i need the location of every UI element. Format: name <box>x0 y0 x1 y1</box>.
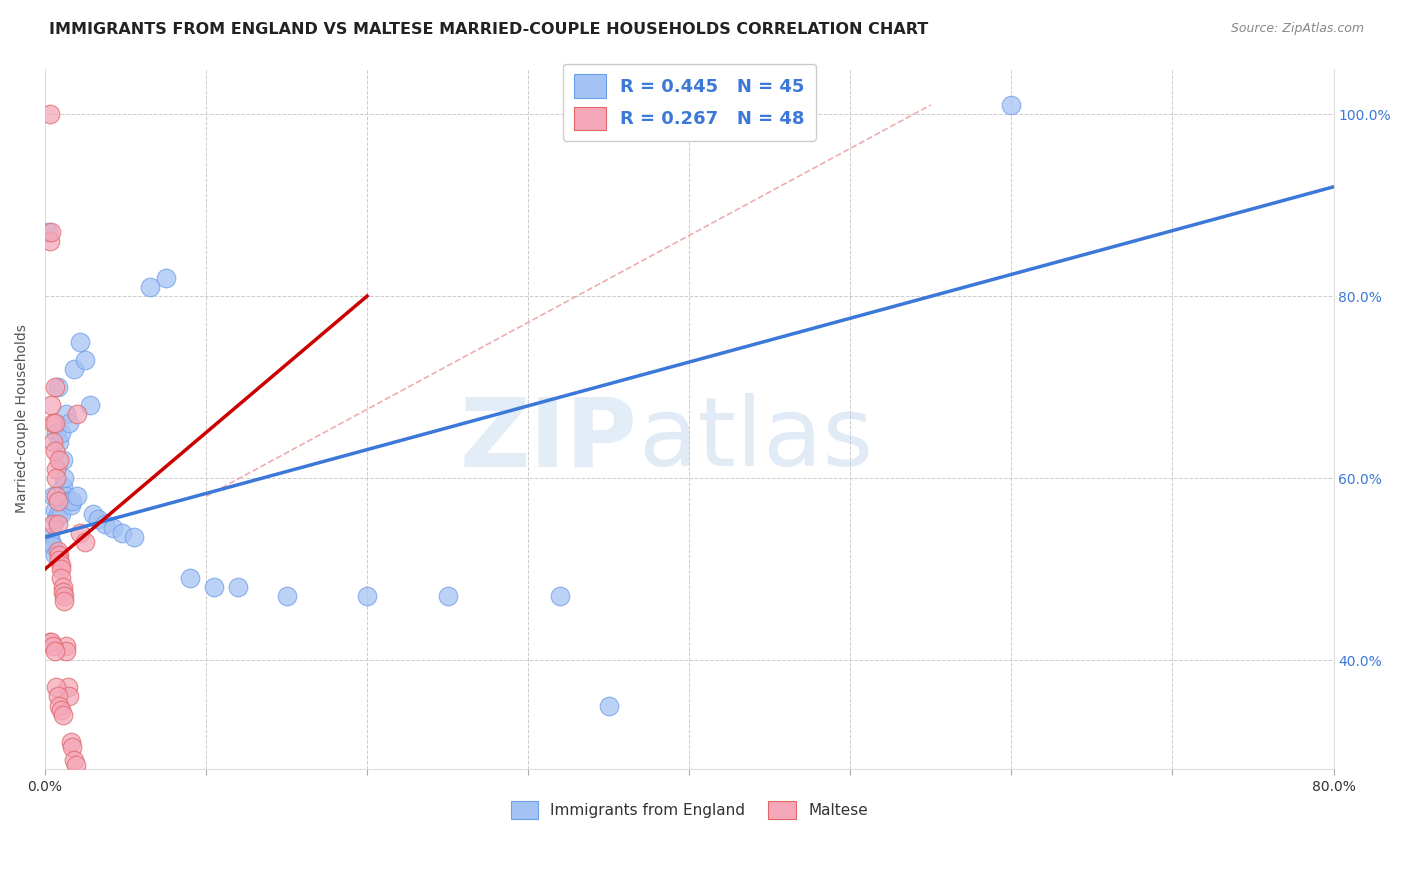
Point <box>59 735 82 749</box>
Point <box>55 640 77 654</box>
Point <box>45 471 67 485</box>
Point <box>49 425 72 440</box>
Point <box>49 558 72 572</box>
Point <box>44 503 66 517</box>
Point <box>37 225 59 239</box>
Text: Source: ZipAtlas.com: Source: ZipAtlas.com <box>1230 22 1364 36</box>
Point <box>66 408 89 422</box>
Point <box>53 871 76 886</box>
Point <box>65 757 87 772</box>
Point <box>44 644 66 658</box>
Point <box>55 489 77 503</box>
Point <box>53 590 76 604</box>
Point <box>48 549 70 563</box>
Point <box>52 453 75 467</box>
Point <box>38 635 60 649</box>
Point <box>49 562 72 576</box>
Point <box>111 525 134 540</box>
Point <box>42 640 65 654</box>
Point <box>46 508 69 522</box>
Point <box>42 434 65 449</box>
Point <box>226 580 249 594</box>
Point <box>42 539 65 553</box>
Point <box>38 107 60 121</box>
Point <box>48 553 70 567</box>
Point <box>42 516 65 531</box>
Point <box>46 493 69 508</box>
Point <box>356 590 378 604</box>
Point <box>46 544 69 558</box>
Point <box>42 489 65 503</box>
Point <box>48 453 70 467</box>
Point <box>53 471 76 485</box>
Point <box>41 534 63 549</box>
Point <box>550 590 572 604</box>
Point <box>38 530 60 544</box>
Point <box>69 334 91 349</box>
Point <box>52 480 75 494</box>
Point <box>49 703 72 717</box>
Point <box>63 753 86 767</box>
Point <box>93 516 115 531</box>
Point <box>55 644 77 658</box>
Point <box>58 690 80 704</box>
Point <box>42 417 65 431</box>
Point <box>45 489 67 503</box>
Point <box>436 590 458 604</box>
Point <box>45 512 67 526</box>
Point <box>52 707 75 722</box>
Point <box>48 698 70 713</box>
Point <box>41 225 63 239</box>
Point <box>49 508 72 522</box>
Point <box>155 270 177 285</box>
Point <box>46 690 69 704</box>
Point <box>45 462 67 476</box>
Point <box>44 380 66 394</box>
Point <box>87 512 110 526</box>
Point <box>138 280 160 294</box>
Point <box>53 594 76 608</box>
Point <box>179 571 201 585</box>
Point <box>66 489 89 503</box>
Point <box>598 698 620 713</box>
Point <box>41 398 63 412</box>
Point <box>82 508 104 522</box>
Y-axis label: Married-couple Households: Married-couple Households <box>15 325 30 514</box>
Point <box>46 380 69 394</box>
Point <box>202 580 225 594</box>
Point <box>52 580 75 594</box>
Point <box>75 534 97 549</box>
Point <box>79 398 101 412</box>
Point <box>60 493 83 508</box>
Point <box>58 417 80 431</box>
Point <box>59 499 82 513</box>
Point <box>122 530 145 544</box>
Point <box>44 417 66 431</box>
Point <box>52 584 75 599</box>
Point <box>48 434 70 449</box>
Point <box>56 493 79 508</box>
Point <box>38 235 60 249</box>
Point <box>55 408 77 422</box>
Point <box>75 352 97 367</box>
Text: ZIP: ZIP <box>460 393 638 486</box>
Point <box>56 681 79 695</box>
Text: IMMIGRANTS FROM ENGLAND VS MALTESE MARRIED-COUPLE HOUSEHOLDS CORRELATION CHART: IMMIGRANTS FROM ENGLAND VS MALTESE MARRI… <box>49 22 928 37</box>
Point <box>63 362 86 376</box>
Point <box>69 525 91 540</box>
Point <box>45 425 67 440</box>
Point <box>46 516 69 531</box>
Legend: Immigrants from England, Maltese: Immigrants from England, Maltese <box>505 795 875 825</box>
Point <box>101 521 124 535</box>
Point <box>276 590 298 604</box>
Point <box>44 443 66 458</box>
Point <box>49 571 72 585</box>
Point <box>41 635 63 649</box>
Point <box>45 681 67 695</box>
Point <box>1000 98 1022 112</box>
Point <box>44 549 66 563</box>
Point <box>60 739 83 754</box>
Text: atlas: atlas <box>638 393 873 486</box>
